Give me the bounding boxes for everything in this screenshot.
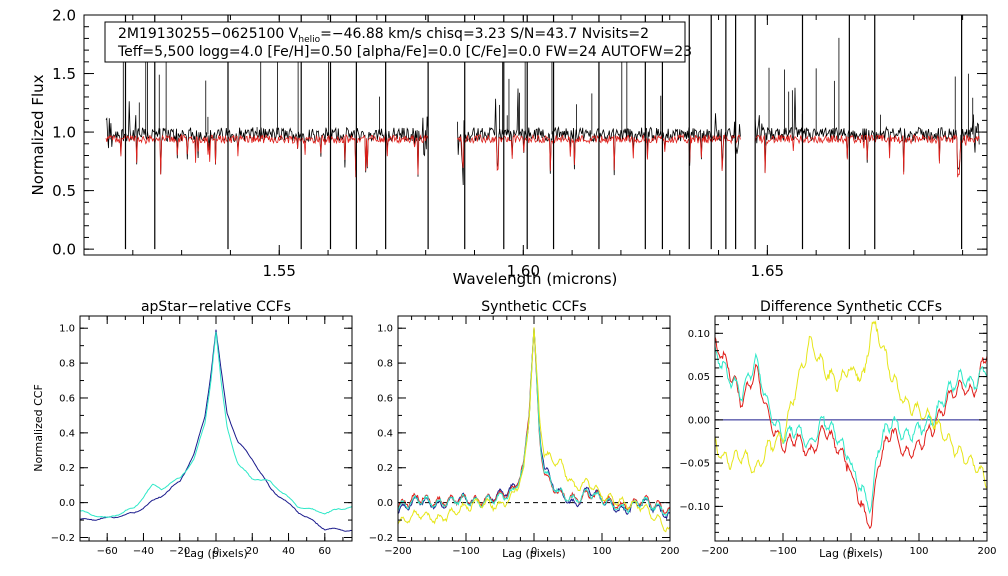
spectrum-info-line-1: 2M19130255−0625100 Vhelio=−46.88 km/s ch… [118,26,649,45]
synthetic-ccf-x-tick-label: 200 [660,546,679,557]
spectrum-y-tick-label: 0.0 [52,240,76,258]
spectrum-y-axis-label: Normalized Flux [29,74,47,195]
spectrum-ticks: 1.55 1.60 1.65 0.0 0.5 1.0 1.5 2.0 [52,6,987,280]
apstar-ccf-x-tick-label: 60 [318,546,331,557]
synthetic-ccf-x-axis-label: Lag (pixels) [502,547,566,560]
spectrum-axes-frame [83,14,988,256]
apstar-ccf-x-axis-label: Lag (pixels) [184,547,248,560]
spectrum-y-tick-label: 0.5 [52,182,76,200]
synthetic-ccf-line-combined [397,328,671,520]
synthetic-ccf-y-tick-label: 0.8 [377,359,393,370]
apstar-ccf-y-tick-label: 1.0 [59,324,75,335]
difference-ccf-ticks: −200 −100 0 100 200 −0.10 −0.05 0.00 0.05 0.10 [679,315,997,557]
difference-ccf-title: Difference Synthetic CCFs [760,299,942,315]
apstar-ccf-y-tick-label: 0.6 [59,393,75,404]
synthetic-ccf-x-tick-label: 100 [592,546,611,557]
spectrum-info-line-2: Teff=5,500 logg=4.0 [Fe/H]=0.50 [alpha/F… [117,44,692,60]
apstar-ccf-plot-area [79,329,353,532]
synthetic-ccf-ticks: −200 −100 0 100 200 −0.2 0.0 0.2 0.4 0.6 0.8 1.0 [369,316,680,557]
apstar-ccf-y-tick-label: 0.4 [59,428,75,439]
apstar-ccf-x-tick-label: 20 [246,546,259,557]
difference-ccf-x-tick-label: 200 [977,546,996,557]
synthetic-ccf-y-tick-label: −0.2 [369,533,393,544]
spectrum-model-segment-1 [105,133,429,178]
difference-ccf-plot-area [714,320,988,529]
apstar-ccf-x-tick-label: 40 [282,546,295,557]
difference-ccf-y-tick-label: −0.05 [679,459,710,470]
difference-ccf-axes-frame [714,315,988,542]
spectrum-y-tick-label: 2.0 [52,6,76,24]
synthetic-ccf-y-tick-label: 0.6 [377,393,393,404]
synthetic-ccf-plot-area [397,327,671,533]
synthetic-ccf-line-visit-1 [397,327,671,515]
spectrum-observed-segment-3 [754,87,980,173]
apstar-ccf-axes-frame [79,315,353,542]
synthetic-ccf-line-visit-3 [397,327,671,533]
difference-ccf-x-tick-label: −100 [769,546,796,557]
apstar-ccf-line-visit-1 [79,329,353,532]
spectrum-x-tick-label: 1.65 [751,262,784,280]
difference-ccf-x-tick-label: 100 [909,546,928,557]
apstar-ccf-y-axis-label: Normalized CCF [32,384,45,472]
difference-ccf-y-tick-label: 0.05 [688,372,710,383]
apstar-ccf-line-visit-2 [79,331,353,519]
spectrum-y-tick-label: 1.0 [52,123,76,141]
apstar-ccf-y-tick-label: 0.0 [59,498,75,509]
synthetic-ccf-y-tick-label: 0.4 [377,428,393,439]
difference-ccf-y-tick-label: −0.10 [679,502,710,513]
spectrum-x-axis-label: Wavelength (microns) [453,270,618,288]
difference-ccf-line-visit-2 [714,346,988,515]
synthetic-ccf-line-visit-2 [397,327,671,516]
apstar-ccf-x-tick-label: −60 [97,546,118,557]
synthetic-ccf-panel: Synthetic CCFs −200 −100 0 100 200 −0.2 0.0 0.2… [369,299,680,560]
apstar-ccf-x-tick-label: 0 [213,546,219,557]
spectrum-x-tick-label: 1.60 [507,262,540,280]
difference-ccf-line-visit-1 [714,336,988,529]
difference-ccf-y-tick-label: 0.00 [688,415,710,426]
apstar-ccf-panel: apStar−relative CCFs −60 −40 −20 0 20 40 60 −0.… [32,299,353,560]
apstar-ccf-title: apStar−relative CCFs [141,299,291,315]
synthetic-ccf-x-tick-label: −200 [384,546,411,557]
spectrum-y-tick-label: 1.5 [52,65,76,83]
synthetic-ccf-x-tick-label: 0 [531,546,537,557]
apstar-ccf-x-tick-label: −20 [169,546,190,557]
spectrum-panel: 1.55 1.60 1.65 0.0 0.5 1.0 1.5 2.0 2M19130255−0… [29,6,988,288]
spectrum-model-segment-3 [754,133,980,178]
spectrum-info-box [104,21,686,63]
apstar-ccf-y-tick-label: −0.2 [51,533,75,544]
difference-ccf-line-visit-3 [714,320,988,489]
apstar-ccf-y-tick-label: 0.2 [59,463,75,474]
difference-ccf-panel: Difference Synthetic CCFs −200 −100 0 100 20… [679,299,996,560]
difference-ccf-x-axis-label: Lag (pixels) [819,547,883,560]
synthetic-ccf-x-tick-label: −100 [452,546,479,557]
spectrum-x-tick-label: 1.55 [263,262,296,280]
synthetic-ccf-y-tick-label: 0.0 [377,498,393,509]
synthetic-ccf-title: Synthetic CCFs [481,299,586,315]
difference-ccf-x-tick-label: −200 [701,546,728,557]
difference-ccf-x-tick-label: 0 [848,546,854,557]
synthetic-ccf-y-tick-label: 1.0 [377,324,393,335]
apstar-ccf-y-tick-label: 0.8 [59,359,75,370]
synthetic-ccf-y-tick-label: 0.2 [377,463,393,474]
difference-ccf-y-tick-label: 0.10 [688,329,710,340]
apstar-ccf-ticks: −60 −40 −20 0 20 40 60 −0.2 0.0 0.2 0.4 0.6 0.8 1.0 [51,316,352,557]
apstar-ccf-x-tick-label: −40 [133,546,154,557]
